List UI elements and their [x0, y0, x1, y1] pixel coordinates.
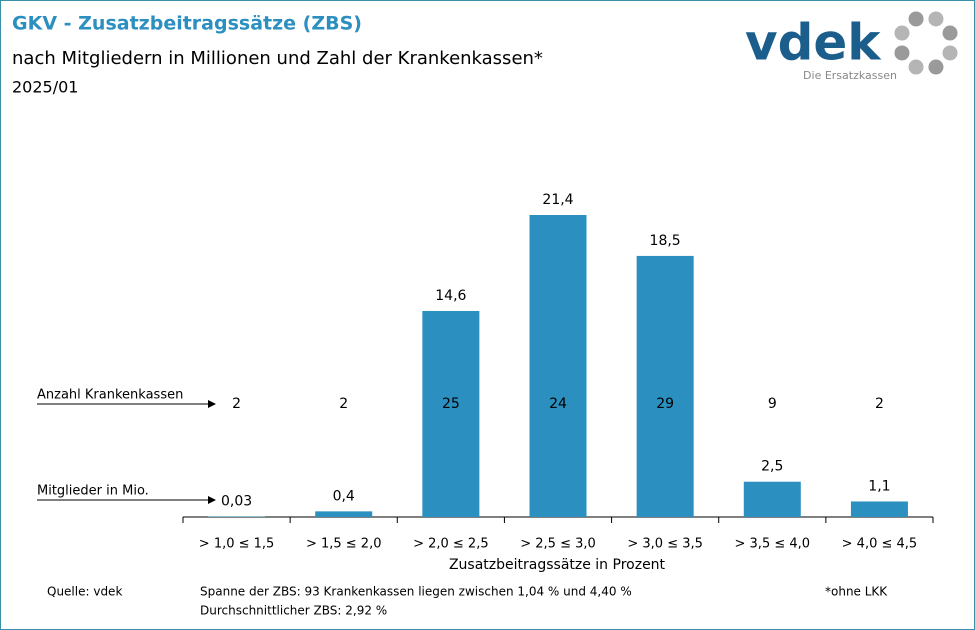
value-label: 0,03 — [221, 494, 252, 510]
arrow-head — [208, 496, 216, 504]
value-label: 14,6 — [435, 288, 466, 304]
arrow-head — [208, 400, 216, 408]
row-label: Anzahl Krankenkassen — [37, 388, 183, 403]
bar — [743, 481, 801, 517]
value-label: 0,4 — [333, 488, 355, 504]
fund-count: 25 — [442, 396, 460, 412]
logo-dot — [908, 11, 924, 27]
fund-count: 9 — [768, 396, 777, 412]
fund-count: 24 — [549, 396, 567, 412]
footnote: *ohne LKK — [825, 585, 888, 599]
fund-count: 2 — [232, 396, 241, 412]
x-tick-label: > 3,0 ≤ 3,5 — [627, 537, 703, 552]
fund-count: 2 — [339, 396, 348, 412]
value-label: 18,5 — [650, 233, 681, 249]
note: Spanne der ZBS: 93 Krankenkassen liegen … — [200, 585, 632, 599]
logo-dot — [894, 25, 910, 41]
source: Quelle: vdek — [47, 585, 122, 599]
bar — [422, 310, 480, 517]
x-tick-label: > 2,5 ≤ 3,0 — [520, 537, 596, 552]
bar — [636, 255, 694, 517]
value-label: 1,1 — [868, 478, 890, 494]
chart-title: GKV - Zusatzbeitragssätze (ZBS) — [12, 13, 362, 35]
x-tick-label: > 2,0 ≤ 2,5 — [413, 537, 489, 552]
value-label: 21,4 — [542, 192, 573, 208]
period: 2025/01 — [12, 78, 78, 97]
bar — [315, 511, 373, 517]
x-tick-label: > 3,5 ≤ 4,0 — [735, 537, 811, 552]
value-label: 2,5 — [761, 459, 783, 475]
logo-dot — [928, 59, 944, 75]
bar — [529, 215, 587, 517]
logo-dot — [928, 11, 944, 27]
logo-name: vdek — [745, 14, 882, 72]
logo-dot — [942, 25, 958, 41]
row-label: Mitglieder in Mio. — [37, 484, 149, 499]
chart-subtitle: nach Mitgliedern in Millionen und Zahl d… — [12, 48, 543, 69]
fund-count: 29 — [656, 396, 674, 412]
x-axis-title: Zusatzbeitragssätze in Prozent — [449, 557, 666, 573]
logo-ring — [894, 11, 958, 75]
bar — [850, 501, 908, 517]
logo-tagline: Die Ersatzkassen — [803, 69, 897, 82]
fund-count: 2 — [875, 396, 884, 412]
note: Durchschnittlicher ZBS: 2,92 % — [200, 604, 387, 618]
logo-dot — [942, 45, 958, 61]
x-tick-label: > 1,0 ≤ 1,5 — [199, 537, 275, 552]
logo-dot — [908, 59, 924, 75]
logo-dot — [894, 45, 910, 61]
x-tick-label: > 4,0 ≤ 4,5 — [842, 537, 918, 552]
x-tick-label: > 1,5 ≤ 2,0 — [306, 537, 382, 552]
